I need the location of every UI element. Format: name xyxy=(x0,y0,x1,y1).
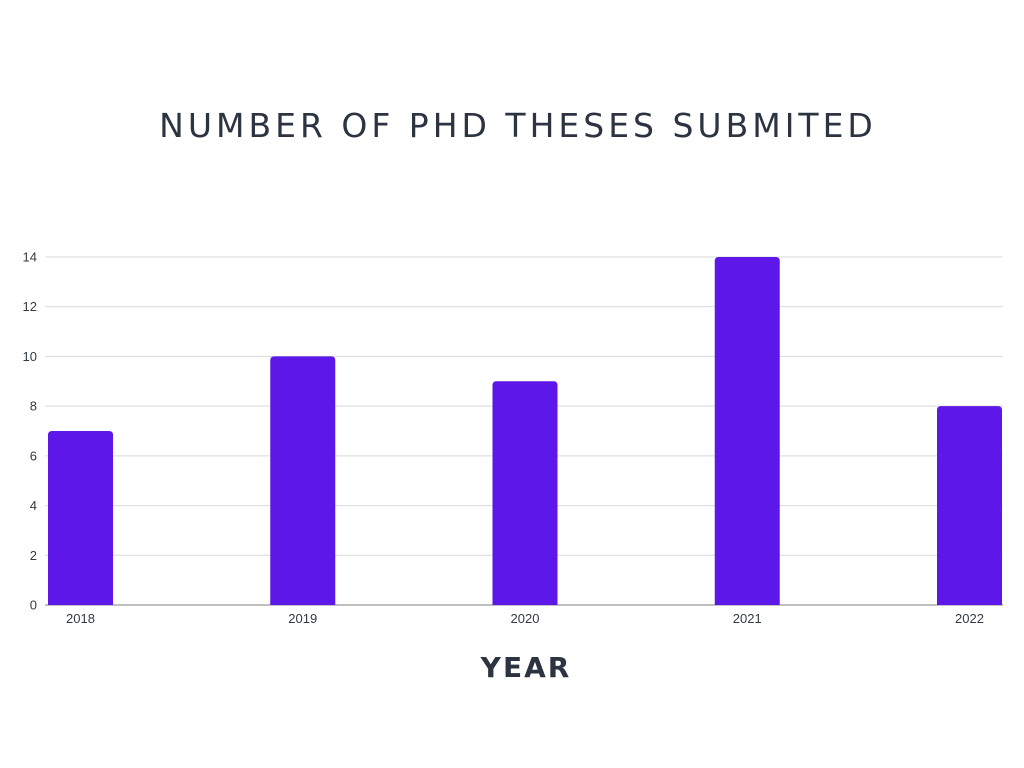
bar-2019 xyxy=(270,356,336,605)
x-axis-label: YEAR xyxy=(480,651,572,684)
y-tick-label: 4 xyxy=(30,498,37,513)
y-tick-label: 2 xyxy=(30,548,37,563)
bar-2020 xyxy=(492,381,558,605)
bar-2021 xyxy=(714,257,780,605)
y-tick-label: 14 xyxy=(23,250,37,265)
y-tick-label: 8 xyxy=(30,399,37,414)
y-tick-label: 12 xyxy=(23,299,37,314)
bar-2022 xyxy=(937,406,1002,605)
x-tick-label: 2019 xyxy=(288,611,317,626)
y-tick-label: 10 xyxy=(23,349,37,364)
bar-2018 xyxy=(48,431,113,605)
y-axis-ticks: 0 2 4 6 8 10 12 14 xyxy=(23,250,37,613)
x-tick-label: 2020 xyxy=(511,611,540,626)
y-tick-label: 0 xyxy=(30,598,37,613)
x-tick-label: 2022 xyxy=(955,611,984,626)
x-axis-ticks: 2018 2019 2020 2021 2022 xyxy=(66,611,984,626)
chart-title: NUMBER OF PHD THESES SUBMITED xyxy=(159,106,877,145)
y-tick-label: 6 xyxy=(30,448,37,463)
x-tick-label: 2018 xyxy=(66,611,95,626)
bars xyxy=(48,257,1002,605)
x-tick-label: 2021 xyxy=(733,611,762,626)
